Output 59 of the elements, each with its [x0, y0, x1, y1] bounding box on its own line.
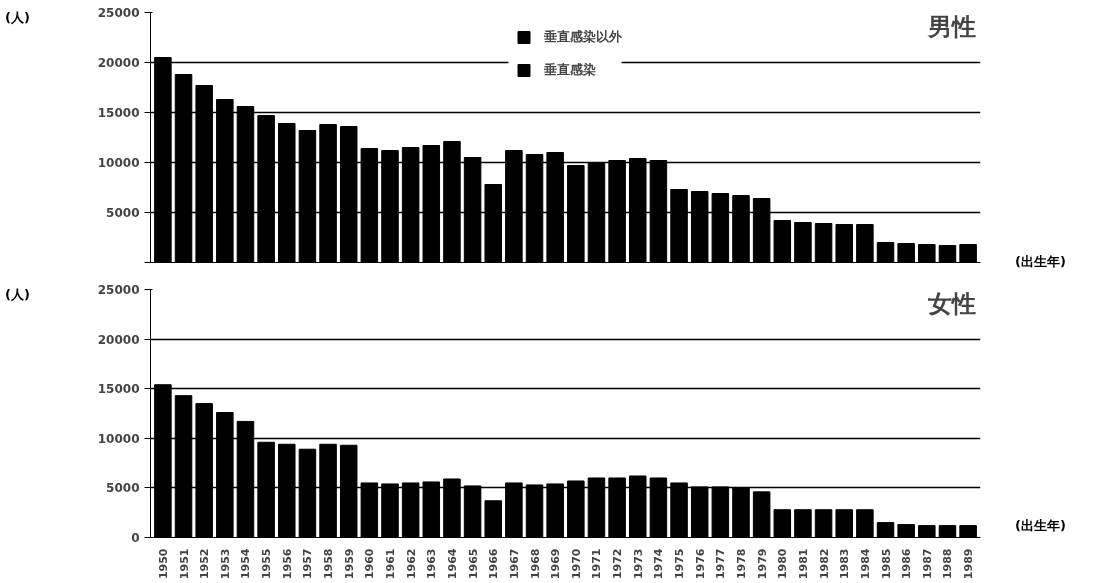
y-tick-label: 10000 — [97, 156, 140, 170]
x-tick-label: 1988 — [941, 548, 955, 579]
x-tick-label: 1965 — [466, 548, 480, 579]
x-axis-title: (出生年) — [1015, 253, 1066, 271]
x-tick-label: 1987 — [920, 548, 934, 579]
x-tick-label: 1958 — [322, 548, 336, 579]
x-tick-label: 1952 — [198, 548, 212, 579]
x-axis-title: (出生年) — [1015, 516, 1066, 535]
y-tick-label: 20000 — [97, 332, 140, 347]
x-tick-label: 1964 — [445, 547, 459, 579]
x-tick-label: 1963 — [425, 548, 439, 579]
x-tick-label: 1953 — [218, 548, 232, 579]
x-tick-label: 1974 — [652, 547, 666, 579]
chart-title: 男性 — [927, 12, 977, 41]
x-tick-label: 1968 — [528, 548, 542, 579]
x-tick-label: 1969 — [549, 548, 563, 579]
x-tick-label: 1970 — [569, 547, 583, 579]
x-tick-label: 1986 — [900, 547, 914, 579]
x-tick-label: 1989 — [962, 548, 976, 579]
x-tick-label: 1985 — [879, 548, 893, 579]
y-tick-label: 10000 — [97, 431, 140, 446]
x-tick-label: 1950 — [156, 547, 170, 579]
x-tick-label: 1972 — [611, 548, 625, 579]
legend-label: 垂直感染以外 — [543, 28, 622, 46]
y-tick-label: 0 — [131, 530, 140, 545]
x-tick-label: 1975 — [673, 548, 687, 579]
y-tick-label: 15000 — [97, 381, 140, 396]
y-tick-label: 25000 — [97, 282, 140, 297]
x-tick-label: 1982 — [817, 548, 831, 579]
x-tick-label: 1961 — [384, 548, 397, 579]
x-tick-label: 1962 — [404, 548, 418, 579]
x-tick-label: 1984 — [858, 547, 872, 579]
y-tick-label: 15000 — [97, 106, 140, 120]
x-tick-label: 1978 — [735, 548, 748, 579]
x-tick-label: 1977 — [714, 548, 728, 579]
y-tick-label: 5000 — [106, 206, 140, 220]
x-tick-label: 1959 — [342, 548, 356, 579]
x-tick-label: 1956 — [280, 547, 294, 579]
chart-title: 女性 — [927, 289, 977, 318]
x-tick-label: 1954 — [239, 547, 253, 579]
y-tick-label: 20000 — [97, 56, 140, 70]
y-axis-title: (人) — [5, 9, 30, 27]
y-tick-label: 5000 — [106, 480, 140, 495]
x-tick-label: 1973 — [631, 548, 645, 579]
y-tick-label: 25000 — [97, 6, 140, 20]
x-tick-label: 1981 — [796, 548, 810, 579]
x-tick-label: 1955 — [260, 548, 274, 579]
x-tick-label: 1967 — [507, 548, 521, 579]
x-tick-label: 1979 — [755, 548, 769, 579]
x-tick-label: 1966 — [487, 547, 501, 579]
x-tick-label: 1983 — [838, 548, 852, 579]
legend-label: 垂直感染 — [543, 61, 596, 79]
x-tick-label: 1976 — [693, 547, 707, 579]
x-tick-label: 1980 — [776, 547, 790, 579]
x-tick-label: 1957 — [301, 548, 315, 579]
x-tick-label: 1951 — [177, 548, 191, 579]
x-tick-label: 1971 — [590, 548, 604, 579]
x-tick-label: 1960 — [363, 547, 377, 579]
y-axis-title: (人) — [5, 285, 30, 304]
